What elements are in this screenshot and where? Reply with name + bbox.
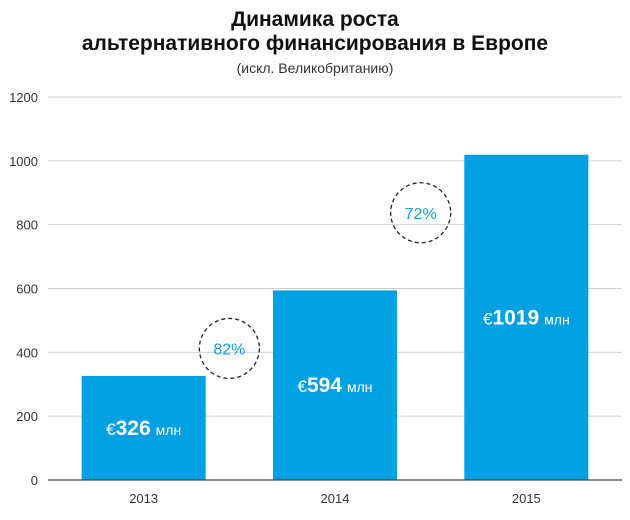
y-tick-label: 800 xyxy=(16,218,38,233)
bar-value-number: 594 xyxy=(307,374,342,397)
x-tick-label: 2013 xyxy=(129,491,158,506)
bar-value-number: 1019 xyxy=(492,306,539,329)
y-tick-label: 200 xyxy=(16,409,38,424)
growth-label: 72% xyxy=(405,206,437,223)
y-tick-label: 600 xyxy=(16,282,38,297)
y-tick-label: 0 xyxy=(31,473,38,488)
chart-title-line-2: альтернативного финансирования в Европе xyxy=(81,32,549,55)
chart-title-line-1: Динамика роста xyxy=(231,8,399,31)
bar xyxy=(464,154,589,480)
bar-value-currency: € xyxy=(483,309,493,328)
bar-value-unit: млн xyxy=(544,311,570,327)
bar xyxy=(81,375,206,480)
bar-value-label: €1019 млн xyxy=(483,306,570,329)
y-tick-label: 400 xyxy=(16,345,38,360)
y-tick-label: 1000 xyxy=(9,154,38,169)
chart-subtitle: (искл. Великобританию) xyxy=(236,60,394,76)
bar xyxy=(273,290,397,480)
growth-circle xyxy=(198,317,260,380)
bar-value-unit: млн xyxy=(156,422,182,438)
y-tick-label: 1200 xyxy=(9,90,38,105)
bar-value-label: €594 млн xyxy=(297,374,372,397)
bar-value-currency: € xyxy=(297,377,307,396)
x-tick-label: 2014 xyxy=(321,491,350,506)
growth-circle xyxy=(390,182,452,244)
x-tick-label: 2015 xyxy=(512,491,541,506)
growth-label: 82% xyxy=(213,341,245,358)
bar-value-number: 326 xyxy=(116,417,151,440)
bar-value-unit: млн xyxy=(347,379,373,395)
bar-value-label: €326 млн xyxy=(106,417,181,440)
bar-value-currency: € xyxy=(106,420,116,439)
chart-title-block: Динамика роста альтернативного финансиро… xyxy=(0,8,630,78)
